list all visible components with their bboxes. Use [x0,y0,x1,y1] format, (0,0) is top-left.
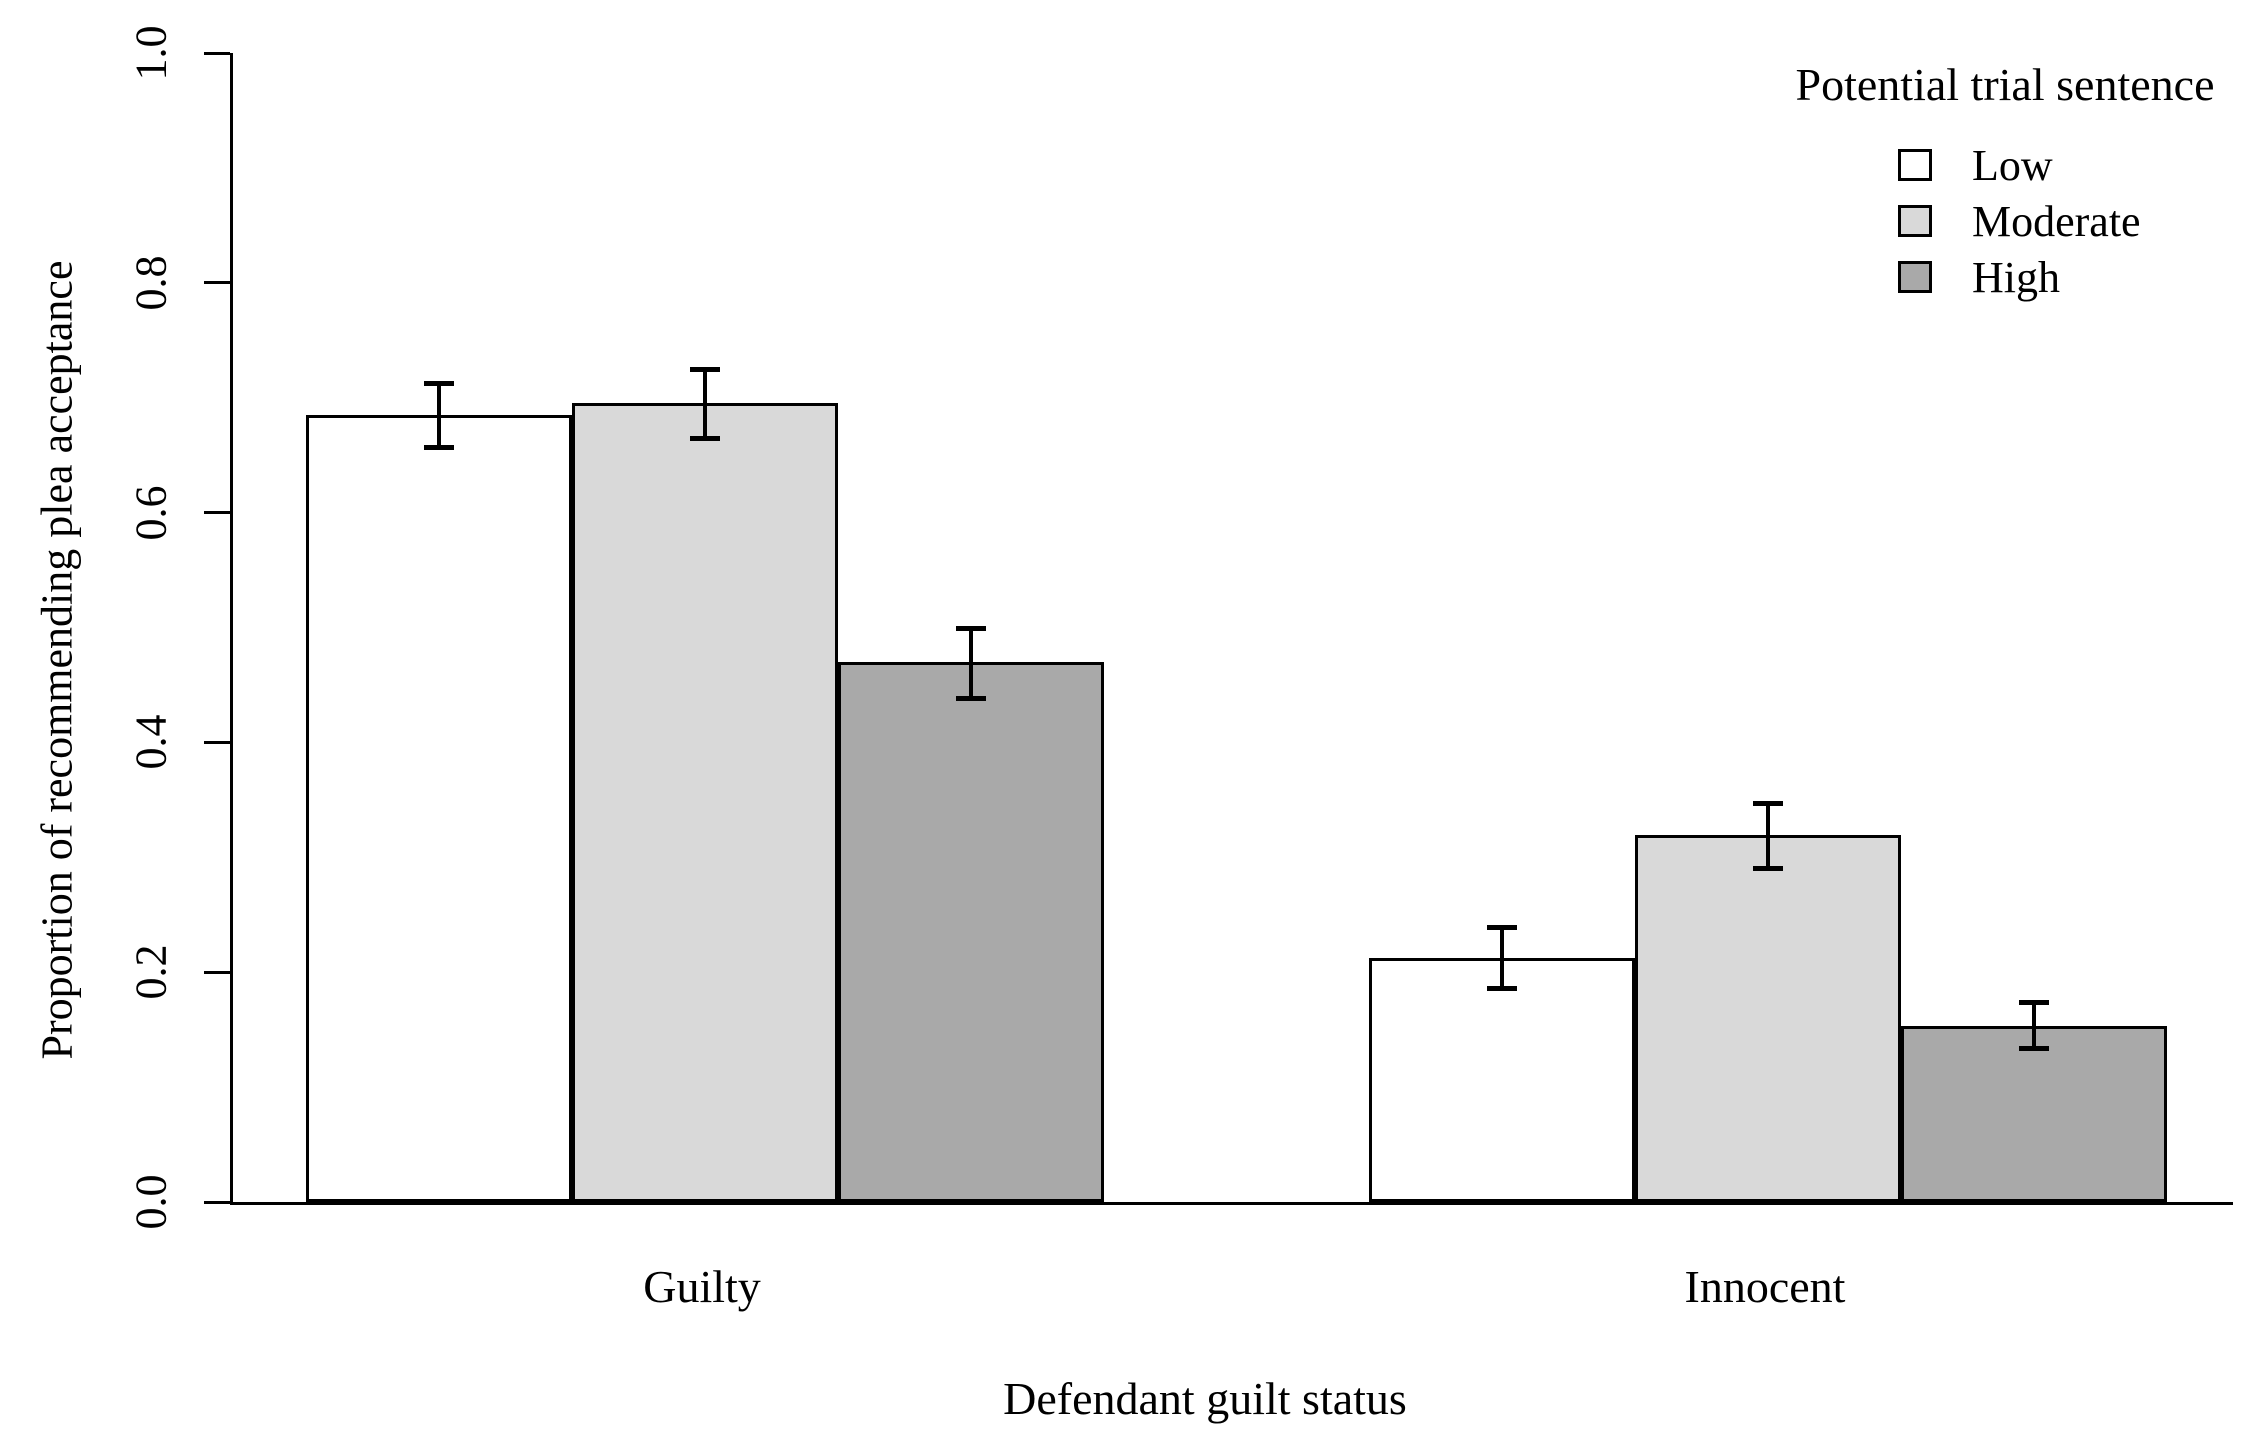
y-axis-tick [204,51,230,55]
legend-swatch-high [1898,261,1932,293]
bar-innocent-low [1369,958,1635,1202]
y-axis-tick [204,970,230,974]
error-bar-cap-top [2019,1000,2049,1006]
y-axis-tick [204,281,230,285]
legend-item-moderate: Moderate [1898,193,2220,249]
legend: Potential trial sentence Low Moderate High [1790,58,2220,305]
error-bar-cap-top [1487,925,1517,931]
legend-item-low: Low [1898,137,2220,193]
y-axis-tick-label: 0.2 [126,944,176,1000]
legend-title: Potential trial sentence [1795,59,2215,110]
error-bar-cap-bottom [956,695,986,701]
error-bar [969,627,973,698]
error-bar [2032,1002,2036,1049]
error-bar-cap-bottom [424,445,454,451]
legend-label-moderate: Moderate [1972,196,2141,246]
y-axis-tick [204,740,230,744]
y-axis-tick-label: 0.0 [126,1174,176,1230]
error-bar [1500,927,1504,989]
error-bar-cap-bottom [1487,986,1517,992]
y-axis-tick [204,1200,230,1204]
y-axis-title: Proportion of recommending plea acceptan… [32,260,82,1060]
legend-swatch-low [1898,149,1932,181]
error-bar [1766,803,1770,868]
bar-innocent-moderate [1635,835,1901,1202]
error-bar-cap-top [424,380,454,386]
y-axis-tick-label: 0.8 [126,255,176,311]
legend-swatch-moderate [1898,205,1932,237]
error-bar-cap-top [1753,801,1783,807]
error-bar-cap-top [690,366,720,372]
error-bar-cap-top [956,625,986,631]
legend-items: Low Moderate High [1898,137,2220,305]
legend-label-low: Low [1972,140,2053,190]
plot-area: 0.0 0.2 0.4 0.6 0.8 1.0 [127,26,2233,1230]
bar-guilty-moderate [572,403,838,1202]
legend-item-high: High [1898,249,2220,305]
x-axis-title: Defendant guilt status [1003,1373,1407,1424]
error-bar [437,382,441,448]
error-bar-cap-bottom [690,435,720,441]
category-label-innocent: Innocent [1684,1261,1846,1312]
error-bar-cap-bottom [2019,1046,2049,1052]
legend-label-high: High [1972,252,2060,302]
y-axis-tick-label: 1.0 [126,25,176,81]
error-bar [703,368,707,438]
error-bar-cap-bottom [1753,865,1783,871]
bar-innocent-high [1901,1026,2167,1202]
bar-guilty-low [306,414,572,1202]
y-axis-tick [204,511,230,515]
bar-guilty-high [838,661,1104,1202]
category-label-guilty: Guilty [643,1261,761,1312]
y-axis-tick-label: 0.4 [126,714,176,770]
y-axis-tick-label: 0.6 [126,485,176,541]
